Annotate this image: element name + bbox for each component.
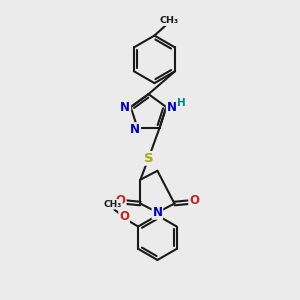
Text: N: N — [152, 206, 162, 219]
Text: O: O — [119, 210, 129, 223]
Text: O: O — [116, 194, 126, 207]
Text: CH₃: CH₃ — [104, 200, 122, 209]
Text: N: N — [130, 123, 140, 136]
Text: H: H — [177, 98, 186, 109]
Text: N: N — [167, 100, 177, 114]
Text: N: N — [120, 100, 130, 114]
Text: CH₃: CH₃ — [160, 16, 179, 25]
Text: O: O — [189, 194, 199, 207]
Text: S: S — [144, 152, 153, 165]
